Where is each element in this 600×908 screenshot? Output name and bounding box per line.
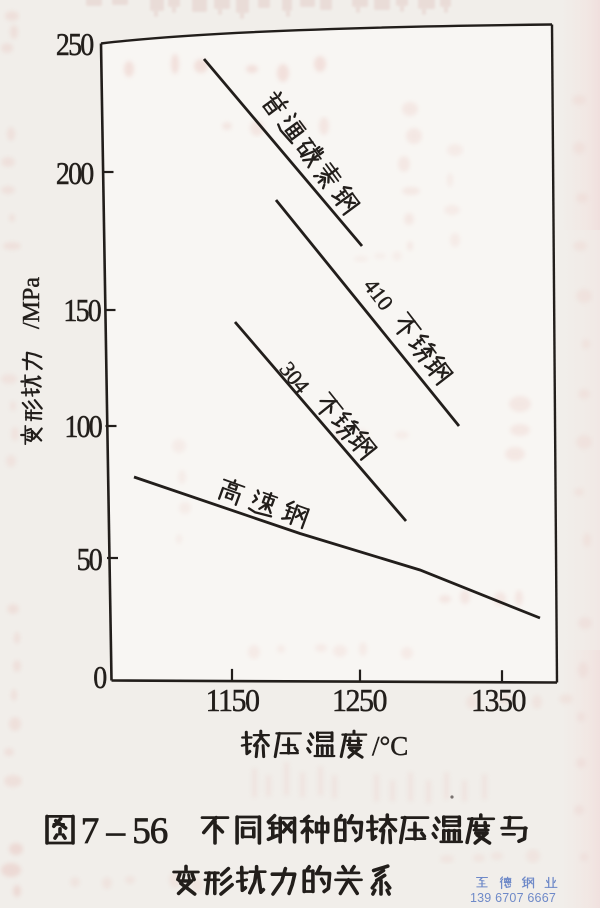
svg-text:139 6707 6667: 139 6707 6667 <box>470 891 556 905</box>
svg-text:50: 50 <box>77 544 102 578</box>
svg-text:1250: 1250 <box>332 682 387 718</box>
svg-text:150: 150 <box>63 295 101 329</box>
svg-text:0: 0 <box>93 662 106 696</box>
svg-text:100: 100 <box>64 411 102 445</box>
svg-text:/MPa: /MPa <box>19 277 45 329</box>
svg-text:200: 200 <box>56 158 94 192</box>
svg-text:7 – 56: 7 – 56 <box>81 811 168 852</box>
svg-text:1150: 1150 <box>206 682 260 718</box>
svg-text:/°C: /°C <box>372 731 408 761</box>
svg-text:250: 250 <box>56 29 94 63</box>
svg-text:1350: 1350 <box>471 682 526 718</box>
